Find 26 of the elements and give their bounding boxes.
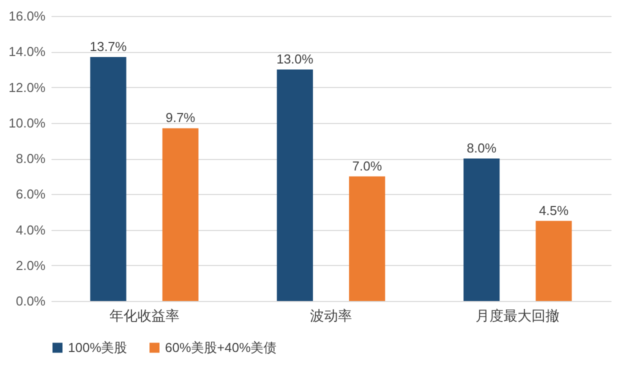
legend-label: 60%美股+40%美债 bbox=[165, 340, 277, 355]
x-tick-label: 波动率 bbox=[310, 308, 352, 324]
y-tick-label: 10.0% bbox=[8, 115, 46, 130]
bar bbox=[162, 128, 198, 301]
data-label: 7.0% bbox=[352, 158, 382, 174]
bar bbox=[464, 158, 500, 301]
y-tick-label: 8.0% bbox=[16, 151, 46, 166]
y-tick-label: 14.0% bbox=[8, 44, 46, 60]
data-label: 8.0% bbox=[466, 140, 497, 156]
data-label: 4.5% bbox=[538, 202, 570, 218]
y-tick-label: 16.0% bbox=[8, 8, 46, 24]
bar bbox=[276, 69, 313, 301]
y-tick-label: 2.0% bbox=[16, 258, 46, 273]
data-label: 13.0% bbox=[276, 51, 314, 66]
legend-label: 100%美股 bbox=[68, 340, 128, 355]
y-tick-label: 12.0% bbox=[8, 80, 46, 95]
x-tick-label: 月度最大回撤 bbox=[476, 308, 560, 324]
data-label: 9.7% bbox=[166, 110, 196, 126]
bar bbox=[90, 56, 126, 301]
data-label: 13.7% bbox=[90, 38, 128, 54]
bar bbox=[536, 220, 572, 301]
y-tick-label: 6.0% bbox=[16, 186, 46, 202]
y-tick-label: 0.0% bbox=[16, 294, 46, 308]
y-tick-label: 4.0% bbox=[16, 222, 46, 238]
x-tick-label: 年化收益率 bbox=[109, 308, 180, 324]
bar bbox=[349, 176, 386, 301]
